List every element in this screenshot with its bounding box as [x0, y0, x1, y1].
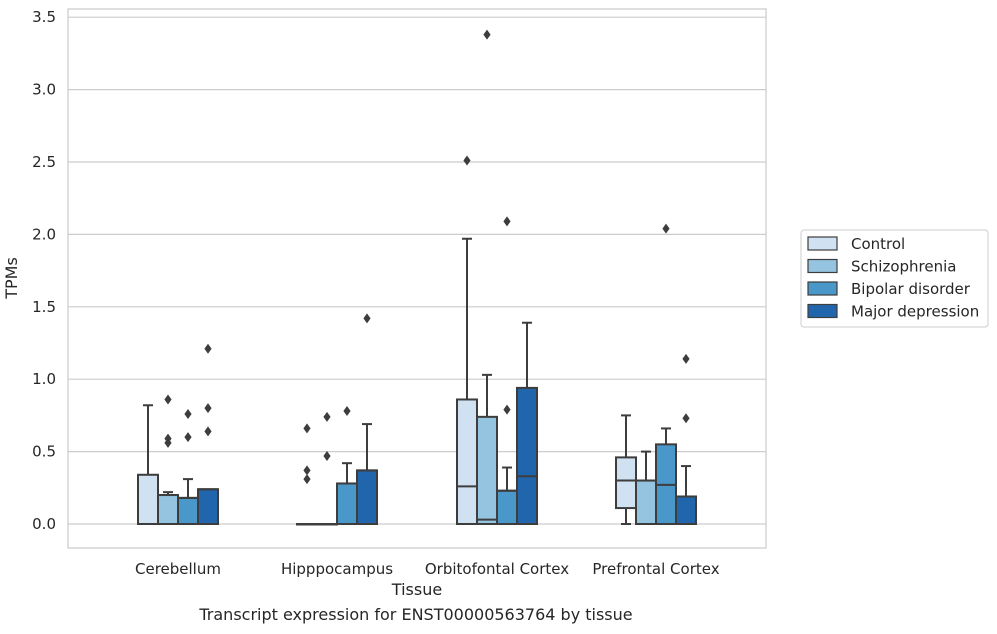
- outlier-point: [323, 450, 331, 461]
- box: [635, 479, 657, 525]
- outlier-point: [503, 404, 511, 415]
- legend-swatch: [807, 236, 838, 251]
- outlier-point: [343, 406, 351, 417]
- box: [675, 495, 697, 526]
- y-axis-label: TPMs: [2, 257, 21, 300]
- x-tick-label: Hipppocampus: [281, 560, 393, 578]
- legend-frame: [800, 229, 989, 328]
- x-tick-label: Prefrontal Cortex: [592, 560, 719, 578]
- x-tick-labels: Cerebellum Hipppocampus Orbitofontal Corte…: [135, 560, 720, 578]
- y-tick-label: 2.0: [32, 225, 56, 243]
- outlier-point: [503, 216, 511, 227]
- box: [336, 482, 358, 525]
- outlier-point: [184, 432, 192, 443]
- outlier-point: [204, 343, 212, 354]
- y-tick-label: 1.0: [32, 370, 56, 388]
- y-tick-label: 0.0: [32, 515, 56, 533]
- legend-label: Control: [851, 235, 905, 253]
- x-axis-label: Tissue: [391, 580, 442, 599]
- outlier-point: [204, 403, 212, 414]
- y-tick-label: 3.5: [32, 8, 56, 26]
- box: [197, 488, 219, 525]
- legend-label: Schizophrenia: [851, 258, 956, 276]
- outlier-point: [662, 223, 670, 234]
- box: [615, 456, 637, 510]
- legend-label: Major depression: [851, 303, 979, 321]
- outlier-point: [164, 394, 172, 405]
- box: [496, 489, 518, 526]
- x-tick-label: Orbitofontal Cortex: [425, 560, 569, 578]
- outlier-point: [682, 413, 690, 424]
- y-tick-label: 1.5: [32, 298, 56, 316]
- outlier-point: [303, 465, 311, 476]
- y-tick-label: 3.0: [32, 81, 56, 99]
- x-tick-label: Cerebellum: [135, 560, 221, 578]
- box: [356, 469, 378, 526]
- outlier-point: [463, 155, 471, 166]
- box: [456, 398, 478, 525]
- outlier-point: [303, 474, 311, 485]
- box: [157, 494, 179, 526]
- y-tick-label: 2.5: [32, 153, 56, 171]
- y-tick-label: 0.5: [32, 443, 56, 461]
- outlier-point: [483, 29, 491, 40]
- plot-area: [67, 8, 767, 549]
- box: [476, 415, 498, 525]
- legend-swatch: [807, 281, 838, 296]
- outlier-point: [164, 433, 172, 444]
- outlier-point: [323, 411, 331, 422]
- chart-caption: Transcript expression for ENST0000056376…: [199, 605, 633, 624]
- legend-swatch: [807, 258, 838, 274]
- outlier-point: [204, 426, 212, 437]
- outlier-point: [184, 408, 192, 419]
- outlier-point: [682, 353, 690, 364]
- legend: Control Schizophrenia Bipolar disorder Majo…: [800, 229, 989, 328]
- legend-swatch: [807, 303, 838, 319]
- box: [137, 473, 159, 526]
- y-tick-labels: 0.0 0.5 1.0 1.5 2.0 2.5 3.0 3.5: [32, 8, 56, 533]
- outlier-point: [303, 423, 311, 434]
- box: [177, 496, 199, 526]
- outlier-point: [363, 313, 371, 324]
- box: [516, 386, 538, 525]
- box-series-group: [137, 29, 697, 526]
- legend-label: Bipolar disorder: [851, 280, 971, 298]
